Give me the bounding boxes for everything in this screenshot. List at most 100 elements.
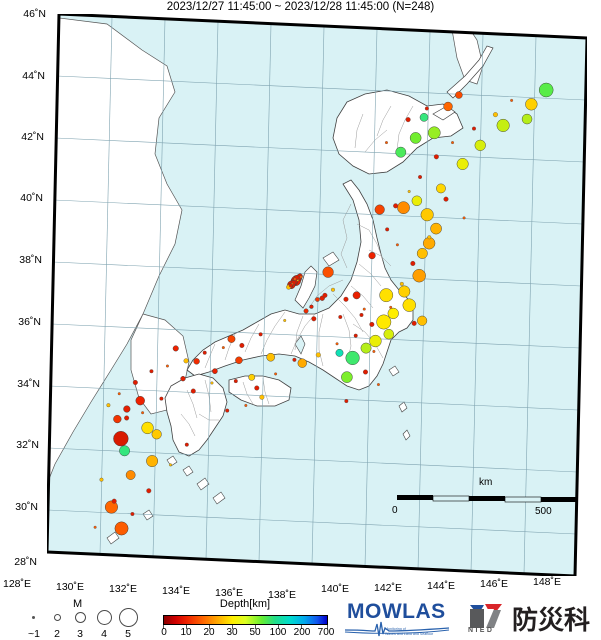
earthquake-epicenter[interactable] (315, 297, 320, 302)
earthquake-epicenter[interactable] (322, 292, 328, 298)
earthquake-epicenter[interactable] (352, 291, 361, 300)
earthquake-epicenter[interactable] (430, 222, 442, 235)
earthquake-epicenter[interactable] (525, 98, 538, 111)
earthquake-epicenter[interactable] (443, 101, 453, 112)
earthquake-epicenter[interactable] (433, 154, 439, 160)
earthquake-epicenter[interactable] (172, 345, 179, 352)
earthquake-epicenter[interactable] (184, 442, 189, 447)
earthquake-epicenter[interactable] (146, 455, 159, 467)
earthquake-epicenter[interactable] (409, 132, 422, 144)
earthquake-epicenter[interactable] (384, 141, 388, 145)
earthquake-epicenter[interactable] (149, 369, 154, 374)
earthquake-epicenter[interactable] (411, 195, 423, 207)
earthquake-epicenter[interactable] (244, 403, 248, 407)
earthquake-epicenter[interactable] (360, 342, 372, 354)
earthquake-epicenter[interactable] (254, 385, 260, 391)
earthquake-epicenter[interactable] (410, 260, 416, 266)
earthquake-epicenter[interactable] (492, 112, 498, 118)
earthquake-epicenter[interactable] (416, 248, 428, 259)
earthquake-epicenter[interactable] (397, 201, 410, 215)
earthquake-epicenter[interactable] (266, 352, 275, 362)
earthquake-epicenter[interactable] (180, 376, 186, 382)
earthquake-epicenter[interactable] (315, 352, 321, 358)
earthquake-epicenter[interactable] (420, 208, 434, 222)
earthquake-epicenter[interactable] (124, 415, 130, 421)
earthquake-epicenter[interactable] (258, 332, 263, 337)
earthquake-epicenter[interactable] (132, 380, 138, 385)
earthquake-epicenter[interactable] (193, 358, 200, 365)
earthquake-epicenter[interactable] (330, 287, 335, 292)
earthquake-epicenter[interactable] (538, 82, 554, 98)
earthquake-epicenter[interactable] (113, 431, 129, 447)
map-canvas[interactable] (47, 14, 587, 576)
earthquake-epicenter[interactable] (344, 399, 349, 404)
earthquake-epicenter[interactable] (141, 411, 145, 415)
earthquake-epicenter[interactable] (436, 183, 446, 194)
earthquake-epicenter[interactable] (417, 315, 428, 326)
earthquake-epicenter[interactable] (451, 141, 455, 145)
earthquake-epicenter[interactable] (496, 118, 510, 132)
earthquake-epicenter[interactable] (227, 335, 236, 343)
earthquake-epicenter[interactable] (398, 285, 411, 298)
earthquake-epicenter[interactable] (202, 350, 207, 355)
earthquake-epicenter[interactable] (210, 381, 214, 385)
earthquake-epicenter[interactable] (455, 91, 463, 99)
earthquake-epicenter[interactable] (183, 358, 189, 364)
earthquake-epicenter[interactable] (106, 403, 111, 408)
earthquake-epicenter[interactable] (135, 396, 145, 406)
earthquake-epicenter[interactable] (407, 190, 411, 193)
earthquake-epicenter[interactable] (297, 358, 307, 368)
earthquake-epicenter[interactable] (114, 521, 129, 536)
earthquake-epicenter[interactable] (395, 146, 407, 158)
earthquake-epicenter[interactable] (335, 342, 339, 346)
earthquake-epicenter[interactable] (427, 126, 441, 140)
earthquake-epicenter[interactable] (322, 266, 334, 278)
earthquake-epicenter[interactable] (411, 320, 417, 326)
earthquake-epicenter[interactable] (419, 113, 429, 122)
earthquake-epicenter[interactable] (169, 463, 172, 467)
earthquake-epicenter[interactable] (359, 312, 364, 317)
earthquake-epicenter[interactable] (165, 364, 169, 368)
earthquake-epicenter[interactable] (299, 275, 303, 279)
earthquake-epicenter[interactable] (335, 348, 344, 357)
earthquake-epicenter[interactable] (405, 117, 411, 123)
earthquake-epicenter[interactable] (309, 304, 314, 309)
earthquake-epicenter[interactable] (393, 203, 399, 209)
earthquake-epicenter[interactable] (311, 316, 317, 322)
earthquake-epicenter[interactable] (395, 243, 399, 247)
earthquake-epicenter[interactable] (385, 227, 390, 232)
earthquake-epicenter[interactable] (443, 196, 449, 202)
earthquake-epicenter[interactable] (151, 429, 162, 440)
earthquake-epicenter[interactable] (427, 235, 432, 240)
earthquake-epicenter[interactable] (117, 392, 121, 396)
earthquake-epicenter[interactable] (293, 277, 297, 281)
earthquake-epicenter[interactable] (283, 318, 287, 322)
earthquake-epicenter[interactable] (510, 98, 514, 102)
earthquake-epicenter[interactable] (383, 328, 395, 340)
earthquake-epicenter[interactable] (341, 371, 353, 383)
map-panel[interactable]: km 0 500 (47, 14, 587, 576)
earthquake-epicenter[interactable] (338, 315, 343, 319)
earthquake-epicenter[interactable] (363, 369, 368, 375)
earthquake-epicenter[interactable] (248, 373, 256, 381)
earthquake-epicenter[interactable] (369, 334, 382, 348)
earthquake-epicenter[interactable] (104, 500, 118, 514)
earthquake-epicenter[interactable] (462, 216, 466, 220)
earthquake-epicenter[interactable] (353, 333, 358, 338)
earthquake-epicenter[interactable] (190, 388, 196, 394)
earthquake-epicenter[interactable] (456, 158, 469, 170)
earthquake-epicenter[interactable] (303, 308, 309, 314)
earthquake-epicenter[interactable] (288, 283, 293, 288)
earthquake-epicenter[interactable] (130, 512, 135, 516)
earthquake-epicenter[interactable] (372, 349, 376, 353)
earthquake-epicenter[interactable] (93, 525, 97, 529)
earthquake-epicenter[interactable] (374, 204, 385, 215)
earthquake-epicenter[interactable] (402, 298, 416, 312)
earthquake-epicenter[interactable] (225, 408, 230, 413)
earthquake-points-layer[interactable] (93, 82, 554, 536)
earthquake-epicenter[interactable] (418, 175, 423, 179)
earthquake-epicenter[interactable] (123, 405, 131, 413)
earthquake-epicenter[interactable] (368, 252, 376, 260)
earthquake-epicenter[interactable] (369, 321, 375, 327)
earthquake-epicenter[interactable] (159, 396, 164, 401)
